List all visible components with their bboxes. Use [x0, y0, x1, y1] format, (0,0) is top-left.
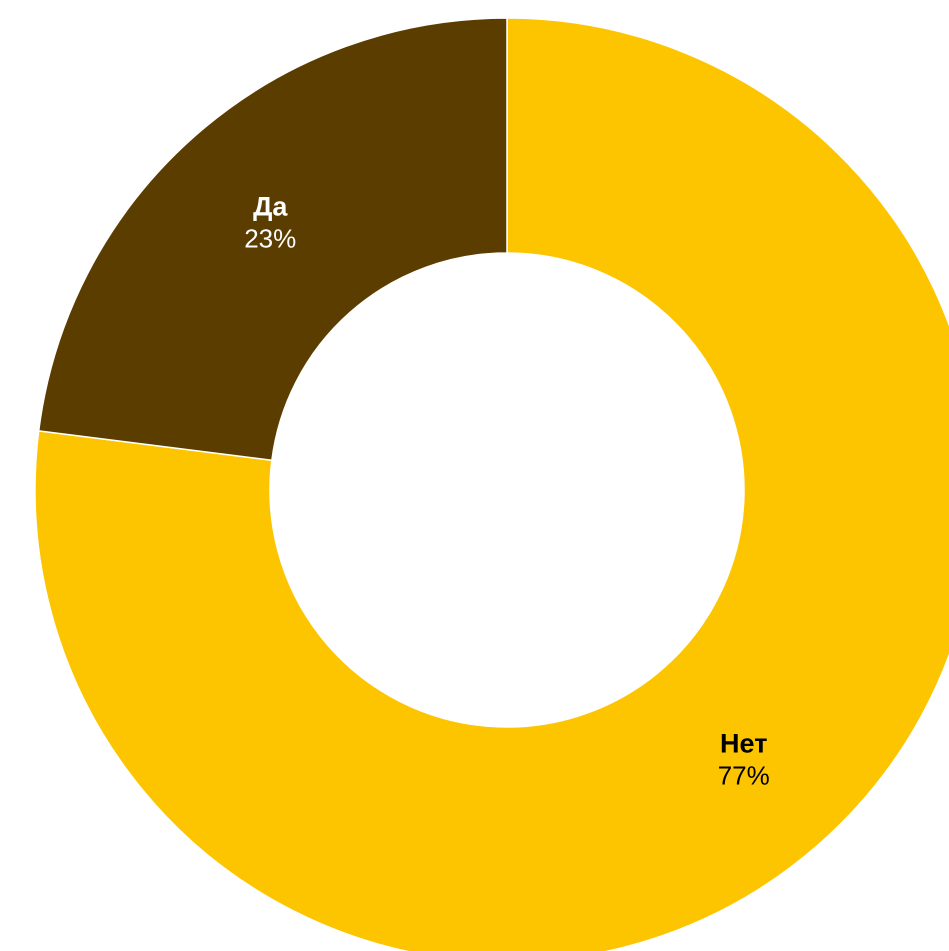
- donut-slice-0: [34, 17, 949, 951]
- slice-label-name-1: Да: [253, 191, 288, 221]
- slice-label-name-0: Нет: [720, 729, 767, 759]
- slices-layer: [34, 17, 949, 951]
- slice-label-value-1: 23%: [244, 223, 296, 253]
- donut-slice-1: [37, 17, 508, 462]
- slice-label-value-0: 77%: [718, 761, 770, 791]
